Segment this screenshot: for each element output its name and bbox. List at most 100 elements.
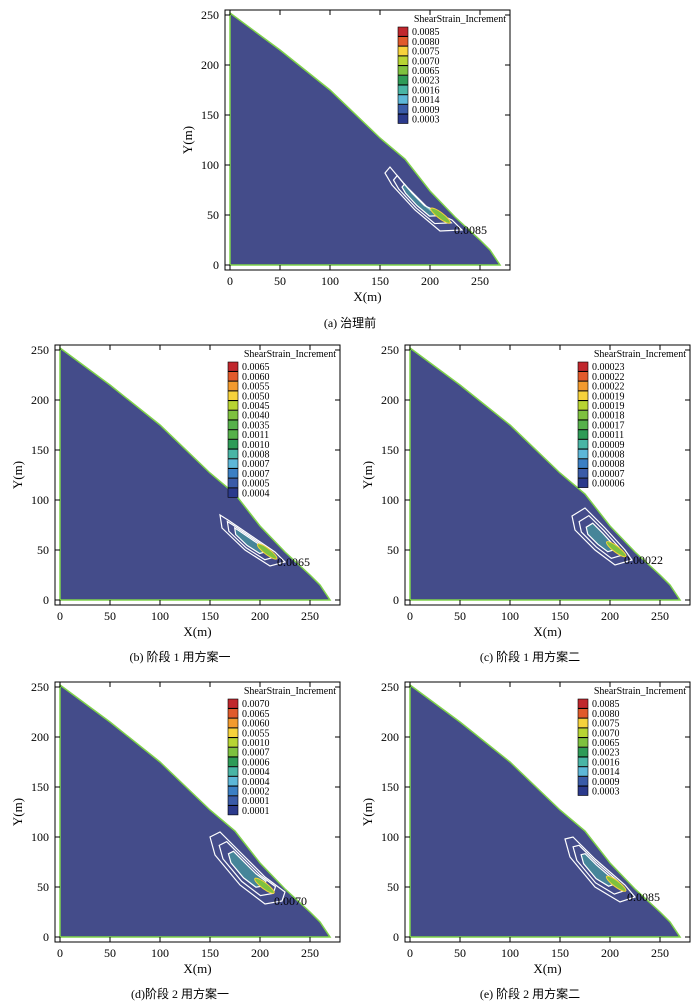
legend-swatch bbox=[577, 747, 589, 757]
x-tick-label: 250 bbox=[471, 274, 489, 288]
shear-band-contour bbox=[219, 513, 287, 567]
legend-value: 0.0001 bbox=[242, 796, 270, 807]
legend-value: 0.0045 bbox=[242, 401, 270, 412]
panel-b: 0.0065 0 50 100 150 200 250 0 50 100 150 200 250 X(m)… bbox=[10, 335, 350, 645]
legend-value: 0.0007 bbox=[242, 748, 270, 759]
legend-value: 0.00009 bbox=[592, 440, 625, 451]
panel-a: 0.0085 0 50 100 150 200 250 0 50 100 150 200 250 X(m)… bbox=[180, 0, 520, 310]
legend-value: 0.0055 bbox=[242, 382, 270, 393]
legend-swatch bbox=[227, 795, 239, 806]
y-tick-label: 100 bbox=[31, 830, 49, 844]
legend-swatch bbox=[397, 36, 409, 47]
legend-value: 0.0014 bbox=[412, 95, 440, 106]
x-tick-label: 200 bbox=[601, 946, 619, 960]
caption-c: (c) 阶段 1 用方案二 bbox=[479, 650, 581, 664]
legend-swatch bbox=[577, 756, 589, 767]
y-axis-label: Y(m) bbox=[10, 798, 25, 826]
legend-swatch bbox=[227, 786, 239, 796]
shear-band-contour bbox=[209, 831, 286, 905]
legend-title: ShearStrain_Increment bbox=[244, 349, 336, 360]
legend-swatch bbox=[227, 727, 239, 738]
y-tick-label: 200 bbox=[31, 730, 49, 744]
y-tick-label: 100 bbox=[201, 158, 219, 172]
shear-band-core bbox=[430, 207, 451, 224]
x-tick-label: 150 bbox=[371, 274, 389, 288]
legend-value: 0.00017 bbox=[592, 420, 625, 431]
legend-swatch bbox=[577, 727, 589, 738]
legend-value: 0.00023 bbox=[592, 362, 625, 373]
y-axis-label: Y(m) bbox=[180, 126, 195, 154]
legend-swatch bbox=[227, 390, 239, 401]
legend-swatch bbox=[397, 46, 409, 56]
legend-swatch bbox=[227, 718, 239, 728]
panel-d: 0.0070 0 50 100 150 200 250 0 50 100 150 200 250 X(m)… bbox=[10, 672, 350, 982]
legend-swatch bbox=[577, 468, 589, 479]
caption-b: (b) 阶段 1 用方案一 bbox=[129, 650, 231, 664]
legend-swatch bbox=[577, 698, 589, 709]
legend-value: 0.0003 bbox=[592, 787, 620, 798]
legend-value: 0.00019 bbox=[592, 401, 625, 412]
y-tick-label: 200 bbox=[381, 730, 399, 744]
legend-swatch bbox=[397, 55, 409, 66]
legend-value: 0.0050 bbox=[242, 391, 270, 402]
legend-value: 0.0065 bbox=[592, 738, 620, 749]
legend-swatch bbox=[577, 419, 589, 430]
legend-swatch bbox=[577, 776, 589, 787]
y-tick-label: 50 bbox=[207, 208, 219, 222]
legend-value: 0.00018 bbox=[592, 411, 625, 422]
legend-value: 0.00022 bbox=[592, 382, 625, 393]
legend-swatch bbox=[227, 708, 239, 719]
legend-swatch bbox=[397, 94, 409, 105]
legend-swatch bbox=[397, 75, 409, 85]
caption-d: (d)阶段 2 用方案一 bbox=[131, 987, 229, 1001]
caption-e: (e) 阶段 2 用方案二 bbox=[479, 987, 581, 1001]
legend-swatch bbox=[577, 718, 589, 728]
caption-a: (a) 治理前 bbox=[323, 316, 377, 330]
legend-swatch bbox=[397, 65, 409, 76]
legend-value: 0.0060 bbox=[242, 719, 270, 730]
legend-value: 0.0001 bbox=[242, 806, 270, 817]
plot-svg-b: 0.0065 0 50 100 150 200 250 0 50 100 150 200 250 X(m)… bbox=[10, 343, 341, 639]
y-tick-label: 150 bbox=[381, 780, 399, 794]
y-axis-label: Y(m) bbox=[10, 461, 25, 489]
x-tick-label: 150 bbox=[201, 946, 219, 960]
x-tick-label: 150 bbox=[551, 946, 569, 960]
y-tick-label: 50 bbox=[387, 543, 399, 557]
legend-swatch bbox=[577, 390, 589, 401]
y-tick-label: 50 bbox=[37, 543, 49, 557]
x-tick-label: 0 bbox=[407, 609, 413, 623]
legend-swatch bbox=[227, 478, 239, 488]
legend-value: 0.0040 bbox=[242, 411, 270, 422]
max-value-label: 0.0085 bbox=[454, 223, 487, 237]
legend-swatch bbox=[577, 371, 589, 382]
legend-value: 0.0065 bbox=[412, 66, 440, 77]
legend-swatch bbox=[227, 805, 239, 816]
y-tick-label: 250 bbox=[381, 680, 399, 694]
legend-title: ShearStrain_Increment bbox=[244, 686, 336, 697]
legend-swatch bbox=[577, 361, 589, 372]
panel-e: 0.0085 0 50 100 150 200 250 0 50 100 150 200 250 X(m)… bbox=[360, 672, 700, 982]
y-tick-label: 50 bbox=[37, 880, 49, 894]
legend-swatch bbox=[227, 371, 239, 382]
y-tick-label: 0 bbox=[213, 258, 219, 272]
x-tick-label: 50 bbox=[104, 946, 116, 960]
legend-value: 0.0014 bbox=[592, 767, 620, 778]
legend-swatch bbox=[227, 439, 239, 450]
legend-value: 0.0009 bbox=[412, 105, 440, 116]
x-tick-label: 200 bbox=[601, 609, 619, 623]
y-tick-label: 250 bbox=[31, 680, 49, 694]
x-tick-label: 150 bbox=[551, 609, 569, 623]
legend-value: 0.0005 bbox=[242, 479, 270, 490]
legend-value: 0.0003 bbox=[412, 115, 440, 126]
x-tick-label: 250 bbox=[651, 946, 669, 960]
legend-swatch bbox=[227, 776, 239, 787]
legend-title: ShearStrain_Increment bbox=[594, 349, 686, 360]
x-tick-label: 250 bbox=[301, 609, 319, 623]
x-tick-label: 0 bbox=[57, 609, 63, 623]
shear-band-core bbox=[256, 543, 278, 560]
legend-swatch bbox=[577, 766, 589, 777]
slope-body bbox=[59, 346, 332, 601]
y-axis-label: Y(m) bbox=[360, 461, 375, 489]
x-axis-label: X(m) bbox=[533, 624, 561, 639]
legend-swatch bbox=[227, 747, 239, 757]
